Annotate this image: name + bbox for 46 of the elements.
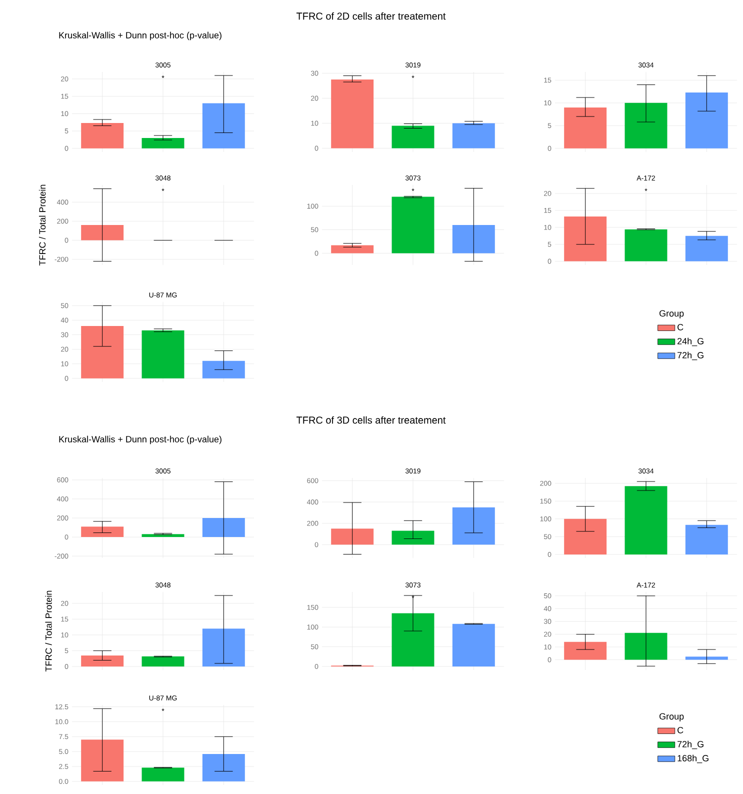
bar [81, 123, 124, 148]
text: Kruskal-Wallis + Dunn post-hoc (p-value) [59, 436, 222, 444]
bar [685, 656, 728, 660]
text: TFRC of 2D cells after treatement [296, 12, 446, 20]
legend-label: 72h_G [678, 352, 704, 360]
bar [331, 245, 374, 254]
bar [685, 236, 728, 262]
y-axis-title: TFRC / Total Protein [38, 184, 46, 266]
bar [564, 216, 607, 262]
bar [392, 613, 434, 666]
bar [452, 123, 495, 148]
text: Kruskal-Wallis + Dunn post-hoc (p-value) [59, 32, 222, 40]
bar [142, 534, 184, 538]
legend-label: 72h_G [678, 740, 704, 750]
legend-title: Group [660, 713, 684, 722]
bar [81, 526, 124, 538]
bar [142, 138, 184, 148]
bar [392, 530, 434, 545]
bar [331, 79, 374, 148]
bar [142, 656, 184, 667]
bar [331, 528, 374, 545]
y-axis-title: TFRC / Total Protein [45, 590, 52, 672]
bar [452, 624, 495, 666]
bar [685, 92, 728, 148]
bar [685, 524, 728, 554]
bar [392, 196, 434, 254]
bar [564, 107, 607, 148]
bar [624, 632, 668, 660]
legend-label: 24h_G [678, 338, 704, 346]
bar [564, 642, 607, 660]
bar [624, 486, 668, 554]
legend-title: Group [660, 310, 684, 318]
bar [624, 102, 668, 148]
bar [452, 507, 495, 545]
bar [392, 126, 434, 148]
bar [452, 224, 495, 254]
bar [81, 655, 124, 667]
bar [202, 103, 245, 148]
bar [624, 229, 668, 262]
bar [564, 518, 607, 554]
legend-label: C [678, 726, 684, 734]
legend-label: 168h_G [678, 754, 708, 764]
bar [202, 518, 245, 538]
text: TFRC of 3D cells after treatement [296, 416, 446, 424]
bar [202, 628, 245, 667]
legend-label: C [678, 324, 684, 330]
